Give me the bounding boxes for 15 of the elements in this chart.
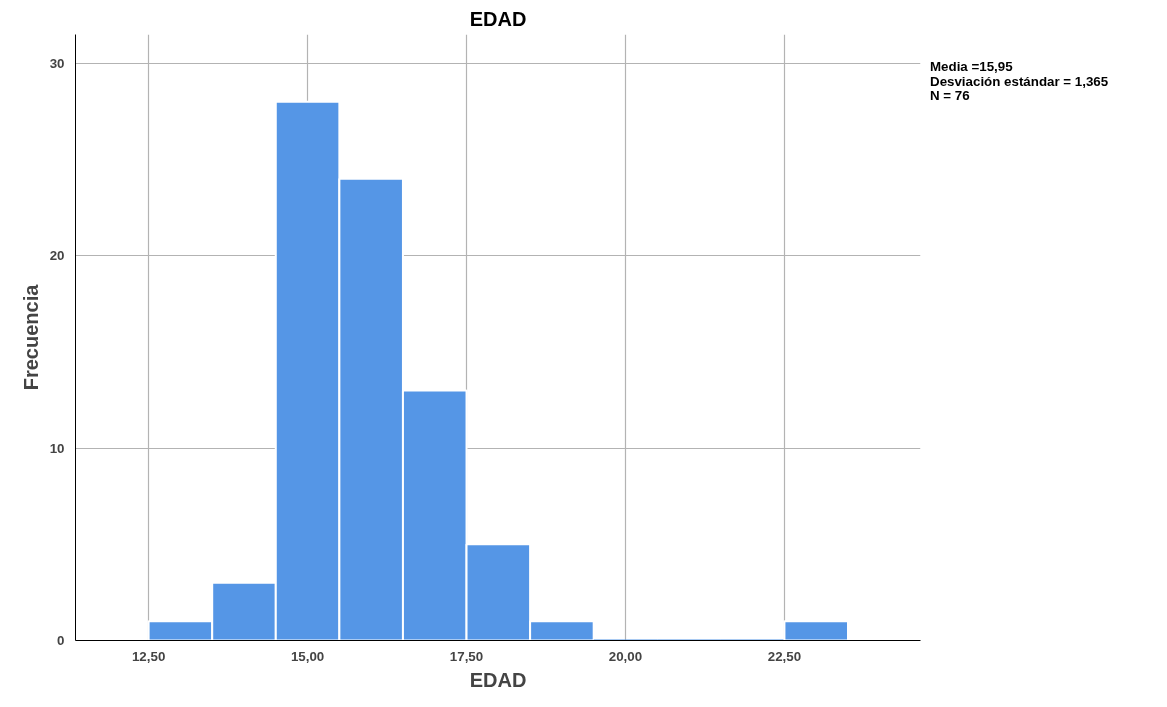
x-tick-label: 20,00: [608, 648, 643, 664]
text: Media =15,95: [930, 59, 1013, 74]
x-tick-label: 15,00: [290, 648, 325, 664]
text: N = 76: [930, 88, 970, 104]
y-tick-label: 10: [49, 440, 65, 456]
y-tick-label: 30: [49, 55, 65, 71]
text: Desviación estándar = 1,365: [930, 73, 1109, 89]
x-tick-label: 17,50: [449, 648, 484, 664]
y-tick-label: 20: [49, 248, 65, 264]
y-tick-label: 0: [57, 633, 65, 648]
chart-title: EDAD: [469, 7, 527, 30]
x-tick-label: 22,50: [767, 648, 802, 664]
x-axis-title: EDAD: [469, 668, 527, 691]
y-axis-title: Frecuencia: [19, 283, 42, 391]
x-tick-label: 12,50: [131, 648, 166, 664]
